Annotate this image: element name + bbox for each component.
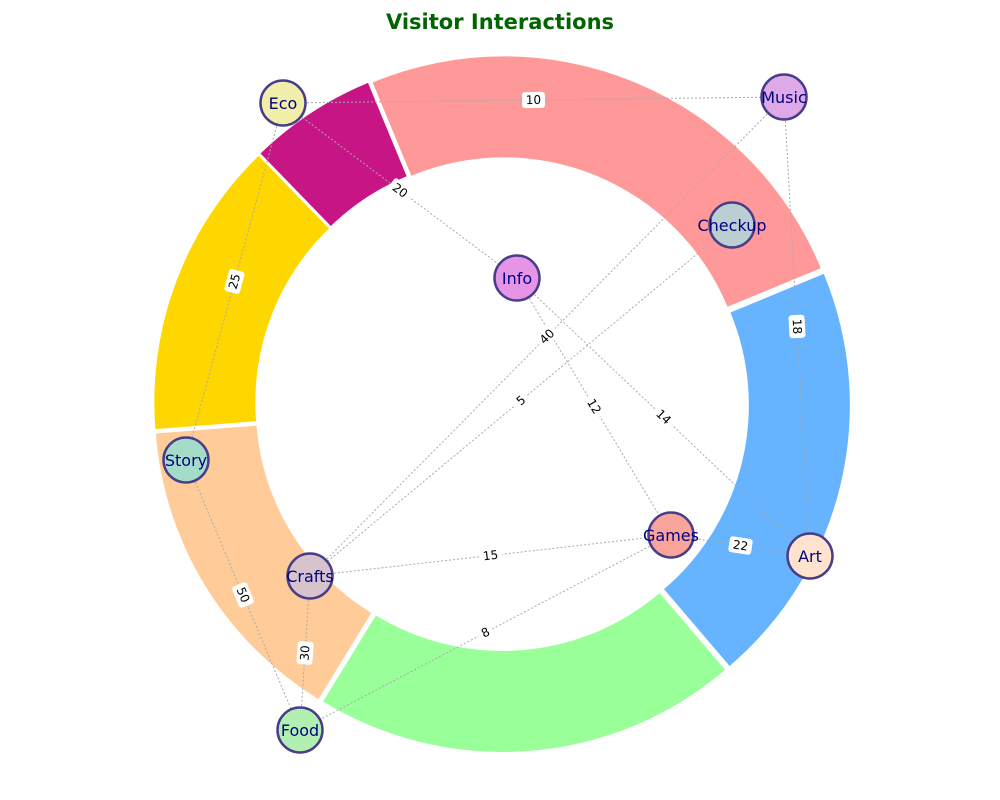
node-info: Info <box>495 256 540 301</box>
chart-title: Visitor Interactions <box>0 10 1000 34</box>
node-label: Eco <box>269 94 298 113</box>
node-eco: Eco <box>261 81 306 126</box>
node-label: Crafts <box>286 567 334 586</box>
ring-segment <box>664 274 850 666</box>
edge-weight-label: 18 <box>790 318 805 334</box>
node-crafts: Crafts <box>286 554 334 599</box>
edge-label: 5 <box>510 389 532 411</box>
edge-weight-label: 22 <box>732 537 749 553</box>
node-label: Music <box>761 88 807 107</box>
edge-weight-label: 10 <box>526 93 541 107</box>
node-story: Story <box>164 438 209 483</box>
node-label: Story <box>165 451 207 470</box>
ring-segment <box>323 593 725 752</box>
edge-label: 18 <box>788 315 805 339</box>
node-games: Games <box>643 513 699 558</box>
node-art: Art <box>788 534 833 579</box>
edge-label: 10 <box>522 92 545 108</box>
ring-segment <box>373 56 821 306</box>
node-label: Info <box>502 269 532 288</box>
node-label: Games <box>643 526 699 545</box>
node-label: Checkup <box>697 216 766 235</box>
node-label: Food <box>281 721 319 740</box>
node-label: Art <box>798 547 822 566</box>
node-food: Food <box>278 708 323 753</box>
edge-label: 8 <box>475 622 496 643</box>
edge-weight-label: 30 <box>298 645 313 661</box>
edge-label: 22 <box>728 536 753 555</box>
edge-label: 12 <box>581 393 607 421</box>
edge-label: 15 <box>478 546 503 564</box>
node-music: Music <box>761 75 807 120</box>
edge-label: 40 <box>533 323 561 351</box>
ring-segments <box>154 56 850 752</box>
edge-label: 30 <box>296 641 313 665</box>
edge-weight-label: 15 <box>482 548 499 564</box>
